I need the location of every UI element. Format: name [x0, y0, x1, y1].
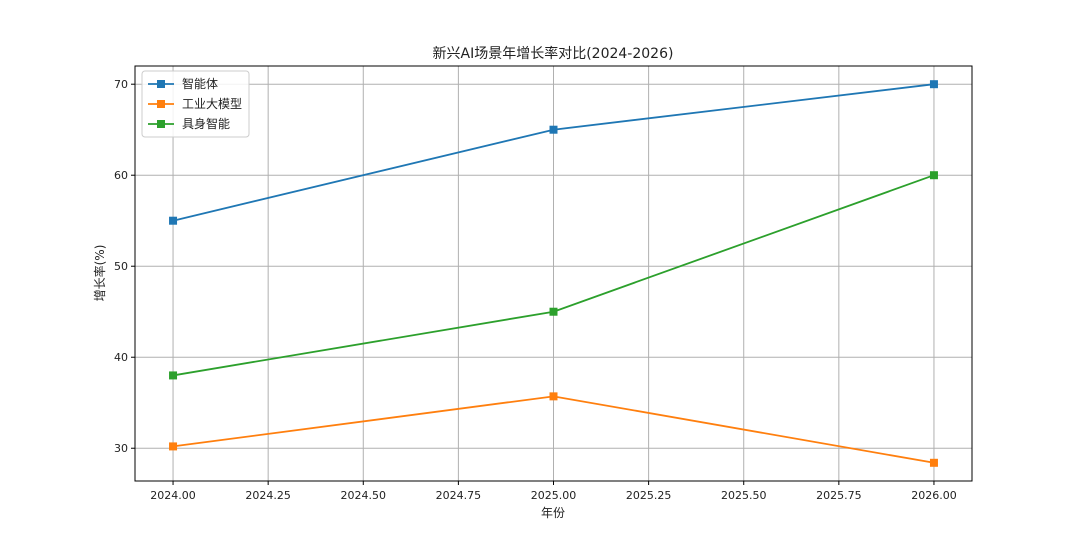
x-tick-label: 2025.25	[626, 489, 672, 502]
y-axis-title: 增长率(%)	[92, 245, 107, 302]
x-tick-label: 2025.50	[721, 489, 767, 502]
data-point-marker	[549, 392, 558, 401]
y-tick-label: 70	[114, 78, 128, 91]
series-layer	[169, 80, 938, 467]
chart-title: 新兴AI场景年增长率对比(2024-2026)	[433, 45, 674, 62]
series-1	[169, 80, 938, 225]
data-point-marker	[549, 307, 558, 316]
x-tick-label: 2025.00	[531, 489, 577, 502]
axis-ticks: 2024.00 2024.25 2024.50 2024.75 2025.00 2025.…	[114, 78, 957, 502]
legend-box	[141, 70, 250, 138]
data-point-marker	[929, 80, 938, 89]
legend-entry: 智能体	[148, 76, 218, 91]
y-tick-label: 60	[114, 169, 128, 182]
data-point-marker	[169, 442, 178, 451]
x-tick-label: 2024.75	[436, 489, 482, 502]
data-point-marker	[169, 216, 178, 225]
legend-entry: 工业大模型	[148, 97, 242, 111]
data-point-marker	[549, 125, 558, 134]
legend-marker-swatch	[157, 100, 165, 108]
x-tick-label: 2024.25	[245, 489, 291, 502]
data-point-marker	[169, 371, 178, 380]
series-2	[169, 392, 938, 467]
data-point-marker	[929, 458, 938, 467]
legend-label: 具身智能	[182, 116, 230, 131]
grid	[135, 66, 972, 481]
x-axis-title: 年份	[541, 506, 565, 520]
data-point-marker	[929, 171, 938, 180]
x-tick-label: 2026.00	[911, 489, 957, 502]
legend-marker-swatch	[157, 80, 165, 88]
y-tick-label: 40	[114, 351, 128, 364]
legend-marker-swatch	[157, 120, 165, 128]
legend-label: 智能体	[182, 76, 218, 91]
y-tick-label: 30	[114, 442, 128, 455]
series-3	[169, 171, 938, 380]
legend-entry: 具身智能	[148, 116, 230, 131]
legend-label: 工业大模型	[182, 97, 242, 111]
x-tick-label: 2024.00	[150, 489, 196, 502]
x-tick-label: 2025.75	[816, 489, 862, 502]
x-tick-label: 2024.50	[341, 489, 387, 502]
y-tick-label: 50	[114, 260, 128, 273]
